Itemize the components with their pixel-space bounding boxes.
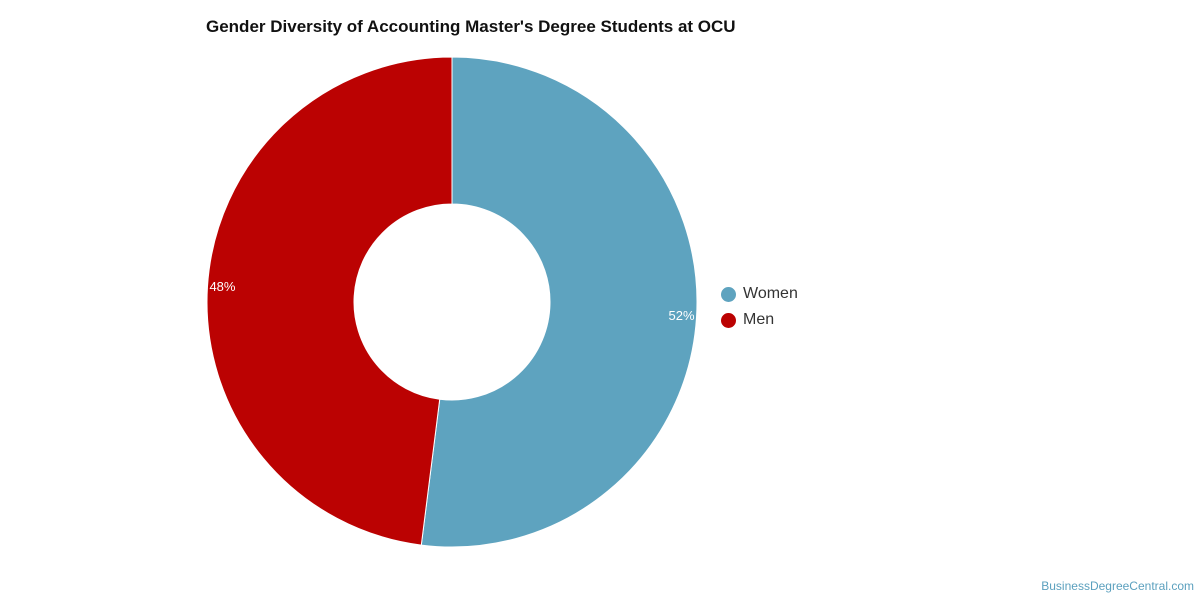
legend-item-women: Women bbox=[721, 281, 798, 307]
legend-label: Men bbox=[743, 311, 775, 328]
legend-swatch bbox=[721, 286, 736, 302]
slice-label-men: 48% bbox=[209, 279, 235, 294]
slice-men bbox=[206, 56, 453, 546]
legend-label: Women bbox=[743, 285, 798, 302]
slice-label-women: 52% bbox=[669, 308, 695, 323]
source-credit: BusinessDegreeCentral.com bbox=[1041, 579, 1194, 593]
legend-swatch bbox=[721, 312, 736, 328]
chart-legend: Women Men bbox=[721, 281, 798, 333]
chart-title: Gender Diversity of Accounting Master's … bbox=[206, 17, 736, 36]
legend-item-men: Men bbox=[721, 307, 798, 333]
slice-women bbox=[420, 56, 698, 548]
